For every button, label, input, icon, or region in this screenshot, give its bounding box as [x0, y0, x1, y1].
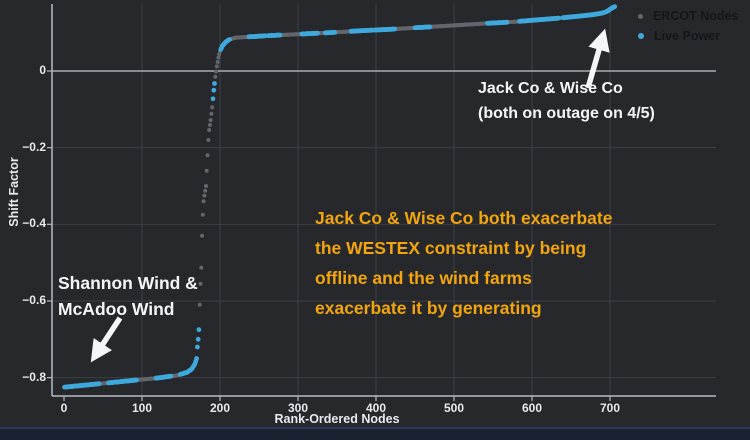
ercot-nodes-series [62, 9, 609, 390]
x-tick-label: 300 [287, 401, 309, 415]
ercot-marker-icon [638, 13, 643, 19]
x-tick-label: 200 [209, 401, 231, 415]
jack-wise-annotation: Jack Co & Wise Co (both on outage on 4/5… [478, 76, 655, 126]
gridlines [52, 4, 716, 396]
truncated-text-marks [652, 434, 738, 440]
live-power-series [62, 4, 618, 390]
legend-label: Live Power [654, 29, 720, 43]
x-axis-title: Rank-Ordered Nodes [274, 412, 400, 426]
x-tick-label: 500 [443, 401, 465, 415]
legend-item-ercot-nodes[interactable]: ERCOT Nodes [638, 6, 738, 26]
westex-callout-text: Jack Co & Wise Co both exacerbate the WE… [315, 203, 612, 323]
y-tick-label: −0.2 [22, 139, 46, 154]
jack-annotation-line1: Jack Co & Wise Co [478, 80, 623, 97]
y-tick-label: −0.8 [22, 369, 46, 384]
x-tick-label: 0 [60, 401, 68, 415]
y-tick-label: −0.6 [22, 292, 46, 307]
jack-arrow [585, 28, 610, 89]
x-tick-label: 100 [131, 401, 153, 415]
callout-line: offline and the wind farms [315, 268, 532, 288]
y-tick-label: 0 [39, 63, 46, 77]
jack-annotation-line2: (both on outage on 4/5) [478, 105, 655, 122]
shannon-annotation-line1: Shannon Wind & [58, 273, 198, 293]
live-power-marker-icon [638, 33, 644, 39]
legend: ERCOT Nodes Live Power [638, 6, 738, 46]
bottom-taskbar-strip [0, 427, 750, 440]
x-tick-label: 600 [521, 401, 543, 415]
callout-line: exacerbate it by generating [315, 298, 542, 318]
shannon-annotation-line2: McAdoo Wind [58, 299, 175, 319]
y-axis-title: Shift Factor [7, 157, 21, 227]
shannon-arrow [90, 316, 123, 363]
axis-frame [47, 4, 716, 401]
legend-label: ERCOT Nodes [653, 9, 739, 23]
shannon-mcadoo-annotation: Shannon Wind & McAdoo Wind [58, 270, 198, 322]
x-tick-label: 400 [365, 401, 387, 415]
callout-line: the WESTEX constraint by being [315, 238, 587, 258]
callout-line: Jack Co & Wise Co both exacerbate [315, 208, 613, 228]
x-tick-label: 700 [599, 401, 621, 415]
y-tick-label: −0.4 [22, 216, 46, 231]
legend-item-live-power[interactable]: Live Power [638, 26, 738, 46]
